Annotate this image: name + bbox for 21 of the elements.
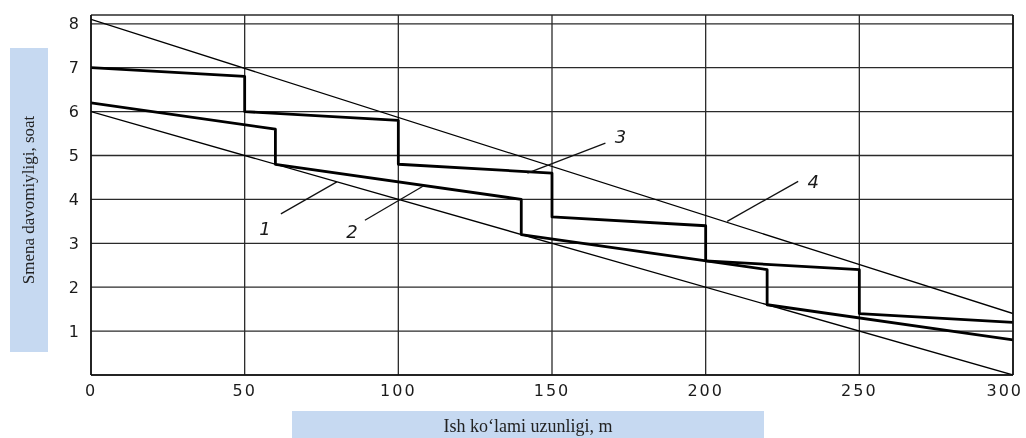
- y-tick-label: 4: [68, 190, 79, 210]
- y-tick-label: 2: [68, 277, 79, 297]
- x-tick-label: 250: [841, 381, 878, 401]
- annotation: 4: [807, 170, 819, 192]
- y-tick-label: 8: [68, 14, 79, 34]
- y-tick-label: 5: [68, 146, 79, 166]
- x-tick-label: 50: [232, 381, 257, 401]
- x-tick-label: 150: [533, 381, 571, 401]
- annotation: 2: [346, 220, 358, 242]
- x-axis-title: Ish ko‘lami uzunligi, m: [443, 415, 613, 437]
- y-tick-label: 3: [68, 233, 79, 253]
- x-tick-label: 100: [380, 381, 417, 401]
- y-tick-label: 6: [68, 102, 79, 122]
- x-tick-label: 200: [687, 381, 724, 401]
- x-tick-label: 300: [986, 381, 1024, 401]
- y-axis-title: Smena davomiyligi, soat: [19, 115, 39, 285]
- y-tick-label: 7: [68, 58, 79, 78]
- x-tick-label: 0: [84, 381, 98, 401]
- y-tick-label: 1: [68, 321, 79, 341]
- annotation: 1: [259, 217, 271, 239]
- annotation: 3: [614, 125, 627, 147]
